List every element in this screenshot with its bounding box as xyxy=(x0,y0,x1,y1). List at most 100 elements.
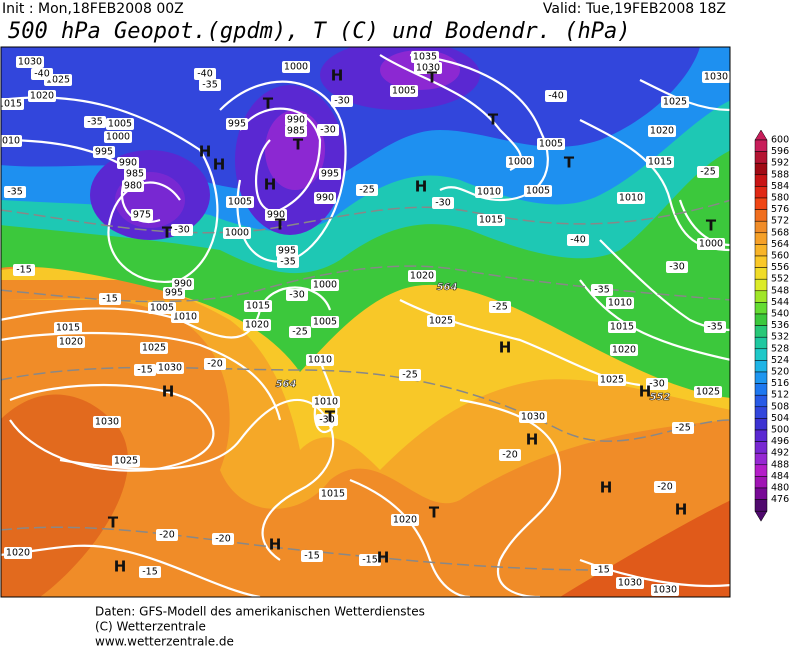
isobar-label-box xyxy=(244,300,272,312)
colorbar-swatch xyxy=(754,487,768,500)
isobar-label: 1030 xyxy=(18,57,42,68)
isobar-label: 1020 xyxy=(245,320,269,331)
contour-label: 552 xyxy=(650,392,671,403)
isobar-label: 1015 xyxy=(0,99,22,110)
isobar-label: 990 xyxy=(174,279,192,290)
pressure-center: H xyxy=(415,178,428,196)
colorbar-cap xyxy=(754,129,768,141)
colorbar-label: 544 xyxy=(771,297,789,308)
isobar-label: -35 xyxy=(7,187,23,198)
isobar-label: 1010 xyxy=(173,312,197,323)
isobar-label-box xyxy=(506,156,534,168)
isobar-label: -35 xyxy=(202,80,218,91)
pressure-center: H xyxy=(162,383,175,401)
isobar-label: -40 xyxy=(34,69,50,80)
isobar-label: -30 xyxy=(649,379,665,390)
isobar-label-box xyxy=(285,125,307,137)
isobar-label: 1010 xyxy=(308,355,332,366)
isobar-label-box xyxy=(84,116,106,128)
isobar-label-box xyxy=(199,79,221,91)
isobar-label: 1025 xyxy=(142,343,166,354)
isobar-label-box xyxy=(545,90,567,102)
isobar-label: 1025 xyxy=(663,97,687,108)
isobar-label-box xyxy=(122,180,144,192)
isobar-label: 1005 xyxy=(539,139,563,150)
colorbar-swatch xyxy=(754,139,768,152)
isobar-label: -15 xyxy=(362,555,378,566)
isobar-label: 1025 xyxy=(114,456,138,467)
colorbar-swatch xyxy=(754,244,768,257)
colorbar-swatch xyxy=(754,302,768,315)
colorbar-swatch xyxy=(754,371,768,384)
isobar-label: -30 xyxy=(435,198,451,209)
pressure-center: T xyxy=(706,217,717,235)
isobar-label: 1030 xyxy=(416,63,440,74)
pressure-center: H xyxy=(526,431,539,449)
isobar-label-box xyxy=(223,227,251,239)
isobar-label: 1015 xyxy=(610,322,634,333)
isobar-label: 990 xyxy=(119,158,137,169)
isobar-label: -30 xyxy=(319,415,335,426)
isobar-label-box xyxy=(319,488,347,500)
isobar-label: 985 xyxy=(126,169,144,180)
isobar-label-box xyxy=(212,533,234,545)
colorbar-label: 532 xyxy=(771,332,789,343)
isobar-label-box xyxy=(277,256,299,268)
colorbar-label: 588 xyxy=(771,169,789,180)
isobar-label: 1015 xyxy=(648,157,672,168)
isobar-label-box xyxy=(306,354,334,366)
isobar-label: 1030 xyxy=(653,585,677,596)
footer-line: www.wetterzentrale.de xyxy=(95,635,234,648)
isobar-label-box xyxy=(276,245,298,257)
colorbar-label: 520 xyxy=(771,367,789,378)
colorbar-label: 492 xyxy=(771,448,789,459)
isobar-label-box xyxy=(285,114,307,126)
colorbar-swatch xyxy=(754,267,768,280)
isobar-label: -40 xyxy=(197,69,213,80)
isobar-label: -20 xyxy=(502,450,518,461)
colorbar-label: 552 xyxy=(771,274,789,285)
colorbar-label: 548 xyxy=(771,285,789,296)
colorbar-swatch xyxy=(754,290,768,303)
colorbar-label: 584 xyxy=(771,181,789,192)
colorbar-swatch xyxy=(754,406,768,419)
isobar-label-box xyxy=(93,146,115,158)
isobar-label: 1005 xyxy=(228,197,252,208)
pressure-center: H xyxy=(269,536,282,554)
isobar-label-box xyxy=(399,369,421,381)
colorbar-swatch xyxy=(754,186,768,199)
isobar-label: -15 xyxy=(137,365,153,376)
isobar-label-box xyxy=(524,185,552,197)
isobar-label: 995 xyxy=(95,147,113,158)
isobar-label: 1005 xyxy=(150,303,174,314)
pressure-center: T xyxy=(162,224,173,242)
isobar-label-box xyxy=(282,61,310,73)
isobar-label-box xyxy=(124,168,146,180)
colorbar-swatch xyxy=(754,278,768,292)
pressure-center: H xyxy=(264,176,277,194)
isobar-label: -30 xyxy=(174,225,190,236)
isobar-label-box xyxy=(112,455,140,467)
colorbar-swatch xyxy=(754,441,768,454)
colorbar-label: 508 xyxy=(771,401,789,412)
isobar-label-box xyxy=(139,566,161,578)
isobar-label: 1005 xyxy=(526,186,550,197)
colorbar-label: 528 xyxy=(771,343,789,354)
isobar-label-box xyxy=(140,342,168,354)
colorbar-swatch xyxy=(754,476,768,489)
isobar-label: 990 xyxy=(287,115,305,126)
isobar-label-box xyxy=(148,302,176,314)
isobar-label-box xyxy=(194,68,216,80)
isobar-label: -15 xyxy=(594,565,610,576)
isobar-label: 1000 xyxy=(106,132,130,143)
isobar-label: 1010 xyxy=(0,136,20,147)
isobar-label-box xyxy=(106,118,134,130)
footer-line: Daten: GFS-Modell des amerikanischen Wet… xyxy=(95,605,425,619)
isobar-label-box xyxy=(57,336,85,348)
isobar-label-box xyxy=(104,131,132,143)
isobar-label-box xyxy=(243,319,271,331)
isobar-label-box xyxy=(610,344,638,356)
pressure-center: T xyxy=(293,136,304,154)
isobar-label-box xyxy=(265,209,287,221)
